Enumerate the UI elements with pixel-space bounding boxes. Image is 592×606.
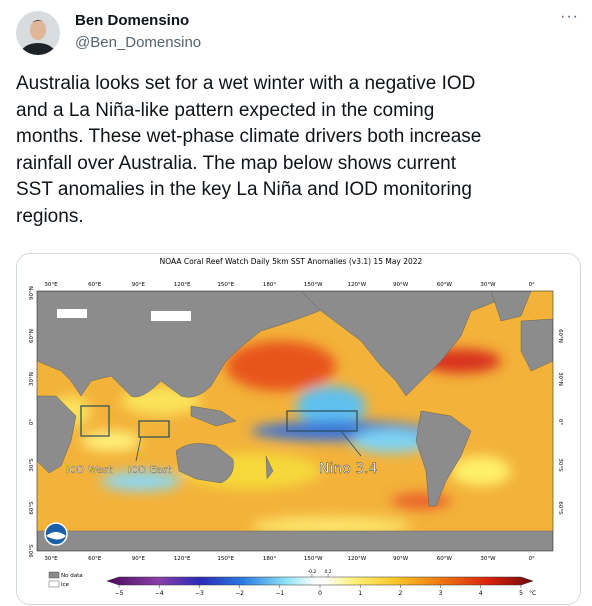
colorbar-unit: °C — [529, 590, 536, 597]
colorbar-bar — [106, 576, 534, 586]
latitude-label: 0° — [557, 419, 563, 425]
colorbar-tick-label: −5 — [115, 590, 124, 597]
latitude-label: 60°S — [29, 501, 35, 515]
longitude-label: 0° — [529, 282, 535, 288]
latitude-label: 90°S — [29, 544, 35, 558]
longitude-label: 60°E — [88, 556, 102, 562]
tweet-line: and a La Niña-like pattern expected in t… — [16, 99, 435, 121]
longitude-labels: 30°E 30°E 60°E 60°E 90°E 90°E 120°E 120°E 150°E 1… — [44, 282, 535, 562]
longitude-label: 90°W — [393, 556, 409, 562]
longitude-label: 150°W — [304, 556, 323, 562]
iod-east-box — [138, 420, 170, 438]
region-label: IOD East — [128, 465, 171, 476]
longitude-label: 150°W — [304, 282, 323, 288]
longitude-label: 90°E — [132, 282, 146, 288]
longitude-label: 30°W — [480, 282, 496, 288]
tweet-text: Australia looks set for a wet winter wit… — [16, 71, 481, 230]
region-label: Nino 3.4 — [319, 461, 378, 477]
tweet-line: months. These wet-phase climate drivers … — [16, 126, 482, 147]
colorbar: −5 −4 −3 −2 −1 0 1 2 3 4 5 -0.2 0.2 °C — [106, 569, 536, 597]
author-handle[interactable]: @Ben_Domensino — [75, 34, 202, 51]
tweet-line: regions. — [16, 205, 84, 227]
latitude-label: 30°S — [557, 458, 563, 472]
longitude-label: 150°E — [217, 556, 234, 562]
longitude-label: 90°W — [393, 282, 409, 288]
avatar-image — [16, 11, 60, 55]
longitude-label: 120°W — [348, 556, 367, 562]
longitude-label: 0° — [529, 556, 535, 562]
longitude-label: 120°E — [174, 282, 191, 288]
latitude-label: 0° — [29, 419, 35, 425]
longitude-label: 120°E — [174, 556, 191, 562]
longitude-label: 30°E — [44, 282, 58, 288]
colorbar-tick-label: 5 — [519, 590, 523, 597]
latitude-label: 90°N — [29, 286, 35, 300]
region-label: IOD West — [66, 465, 112, 476]
map-title: NOAA Coral Reef Watch Daily 5km SST Anom… — [160, 257, 423, 266]
tweet-line: Australia looks set for a wet winter wit… — [16, 73, 476, 94]
colorbar-tick-label: 1 — [358, 590, 362, 597]
longitude-label: 180° — [263, 282, 276, 288]
media-card[interactable]: NOAA Coral Reef Watch Daily 5km SST Anom… — [16, 253, 581, 605]
legend-label: Ice — [61, 582, 70, 588]
latitude-label: 60°N — [557, 329, 563, 343]
latitude-label: 30°N — [557, 372, 563, 386]
latitude-labels: 90°N 60°N 30°N 0° 30°S 60°S 90°S 60°N 30°N 0° 30°S… — [29, 286, 563, 558]
longitude-label: 60°W — [437, 556, 453, 562]
colorbar-tick-label: 0 — [318, 590, 322, 597]
colorbar-tick-label: 2 — [398, 590, 402, 597]
noaa-logo — [44, 522, 68, 546]
more-button[interactable]: ··· — [560, 8, 579, 25]
iod-west-box — [80, 405, 110, 437]
colorbar-tick-label: -0.2 — [308, 569, 317, 575]
sst-map: NOAA Coral Reef Watch Daily 5km SST Anom… — [17, 254, 580, 604]
tweet-line: rainfall over Australia. The map below s… — [16, 152, 457, 174]
author-name[interactable]: Ben Domensino — [75, 12, 190, 29]
colorbar-tick-label: −1 — [275, 590, 284, 597]
colorbar-tick-label: −3 — [195, 590, 204, 597]
legend-label: No data — [61, 573, 83, 579]
longitude-label: 60°E — [88, 282, 102, 288]
latitude-label: 60°S — [557, 501, 563, 515]
longitude-label: 30°W — [480, 556, 496, 562]
longitude-label: 120°W — [348, 282, 367, 288]
colorbar-tick-label: 3 — [439, 590, 443, 597]
longitude-label: 30°E — [44, 556, 58, 562]
longitude-label: 180° — [263, 556, 276, 562]
tweet-line: SST anomalies in the key La Niña and IOD… — [16, 179, 472, 200]
avatar[interactable] — [16, 11, 60, 55]
colorbar-tick-label: 0.2 — [324, 569, 331, 575]
map-field — [37, 291, 553, 551]
longitude-label: 150°E — [217, 282, 234, 288]
colorbar-tick-label: −4 — [155, 590, 164, 597]
nino-box — [286, 410, 358, 432]
colorbar-tick-label: 4 — [479, 590, 483, 597]
latitude-label: 30°N — [29, 372, 35, 386]
latitude-label: 60°N — [29, 329, 35, 343]
latitude-label: 30°S — [29, 458, 35, 472]
longitude-label: 60°W — [437, 282, 453, 288]
colorbar-tick-label: −2 — [235, 590, 244, 597]
longitude-label: 90°E — [132, 556, 146, 562]
